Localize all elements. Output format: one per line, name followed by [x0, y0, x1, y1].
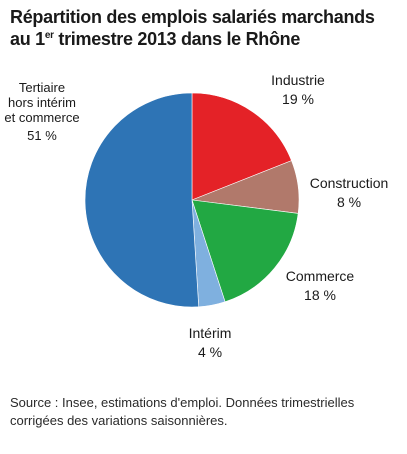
slice-label-construction-name: Construction: [309, 175, 389, 191]
slice-label-tertiaire: Tertiaire hors intérim et commerce 51 %: [2, 80, 82, 143]
chart-title-line2-start: au 1: [10, 29, 45, 49]
pie-slice-tertiaire: [84, 92, 200, 308]
chart-title-line1: Répartition des emplois salariés marchan…: [10, 7, 375, 27]
slice-label-commerce: Commerce 18 %: [268, 268, 372, 303]
slice-value-tertiaire: 51 %: [27, 128, 57, 143]
pie-slice-commerce: [191, 199, 299, 303]
slice-value-industrie: 19 %: [282, 91, 314, 107]
slice-value-commerce: 18 %: [304, 287, 336, 303]
slice-value-interim: 4 %: [197, 344, 223, 360]
slice-label-industrie: Industrie 19 %: [258, 72, 338, 107]
chart-title-line2: au 1er trimestre 2013 dans le Rhône: [10, 28, 400, 50]
pie-slices: [84, 92, 300, 308]
slice-label-construction: Construction 8 %: [300, 175, 398, 210]
chart-title-line2-end: trimestre 2013 dans le Rhône: [53, 29, 301, 49]
pie-slice-industrie: [191, 92, 292, 201]
source-note: Source : Insee, estimations d'emploi. Do…: [10, 395, 355, 428]
slice-value-construction: 8 %: [336, 194, 362, 210]
slice-label-industrie-name: Industrie: [271, 72, 325, 88]
slice-label-commerce-name: Commerce: [285, 268, 355, 284]
slice-label-interim: Intérim 4 %: [180, 325, 240, 360]
slice-label-tertiaire-line1: Tertiaire: [18, 80, 66, 95]
slice-label-tertiaire-line3: et commerce: [4, 110, 80, 125]
slice-label-interim-name: Intérim: [188, 325, 232, 341]
chart-title: Répartition des emplois salariés marchan…: [10, 6, 400, 50]
slice-label-tertiaire-line2: hors intérim: [8, 95, 76, 110]
chart-title-superscript: er: [44, 30, 54, 41]
